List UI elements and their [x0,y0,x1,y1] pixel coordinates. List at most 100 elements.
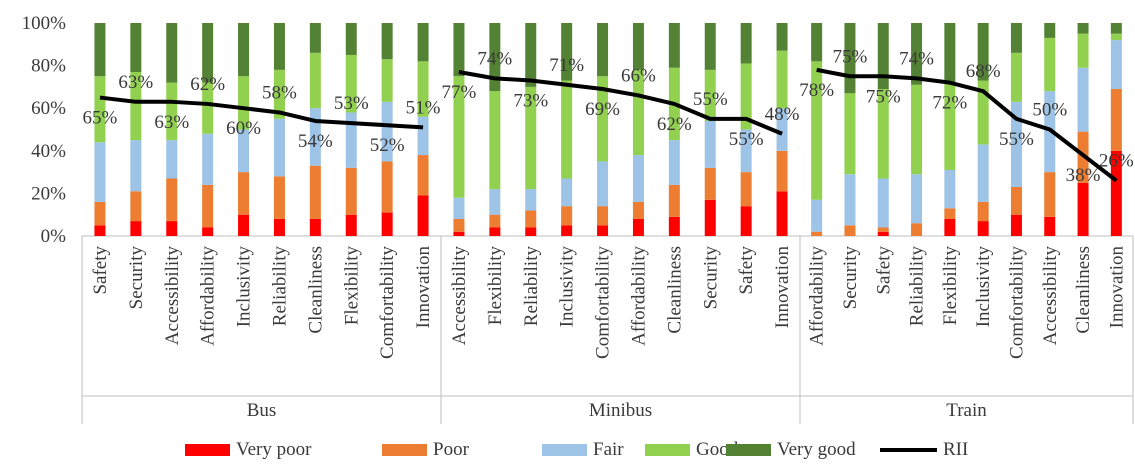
bar-segment-good [776,50,788,109]
bar-segment-fair [844,174,856,226]
rii-data-label: 78% [799,80,834,101]
bar-segment-very-good [1044,23,1056,38]
x-tick-label: Security [126,246,147,310]
bar-segment-very-poor [1010,214,1022,236]
bar-segment-fair [877,178,889,228]
bar-segment-good [632,69,644,156]
legend-swatch [542,444,587,456]
x-tick-label: Cleanliness [305,246,326,334]
bar-segment-very-good [877,23,889,90]
bar-segment-poor [1110,89,1122,151]
bar-segment-very-good [944,23,956,83]
x-tick-label: Cleanliness [1073,246,1094,334]
bar-segment-good [273,69,285,119]
bar-segment-very-good [776,23,788,51]
bar-segment-good [1010,52,1022,102]
bar-segment-fair [776,108,788,151]
bar-segment-fair [417,116,429,156]
bar-segment-poor [740,172,752,207]
bar-segment-very-good [1110,23,1122,34]
y-tick-label: 60% [31,98,66,119]
bar-segment-fair [453,197,465,219]
bar-segment-very-good [704,23,716,70]
x-tick-label: Comfortability [377,246,398,359]
bar-segment-very-good [668,23,680,68]
bar-segment-good [1110,33,1122,41]
y-tick-label: 100% [22,13,67,34]
bar-segment-very-good [977,23,989,81]
y-tick-label: 20% [31,183,66,204]
legend-swatch [382,444,427,456]
x-tick-label: Affordability [198,246,219,346]
bar-segment-fair [811,199,823,232]
legend-swatch [185,444,230,456]
bar-segment-poor [1010,187,1022,215]
bar-segment-very-good [561,23,573,81]
bar-segment-very-poor [1077,182,1089,236]
bar-segment-very-good [740,23,752,64]
bar-segment-poor [273,176,285,219]
x-tick-label: Comfortability [1006,246,1027,359]
bar-segment-very-poor [381,212,393,236]
bar-segment-poor [561,206,573,226]
bar-segment-poor [704,167,716,200]
bar-segment-fair [202,133,214,185]
bar-segment-very-poor [704,199,716,236]
x-tick-label: Inclusivity [234,246,255,328]
x-tick-label: Inclusivity [973,246,994,328]
bar-segment-very-poor [632,218,644,236]
rii-data-label: 66% [621,65,656,86]
bar-segment-very-poor [977,221,989,236]
rii-data-label: 68% [966,61,1001,82]
group-label: Minibus [589,400,652,421]
group-label: Train [946,400,987,421]
rii-data-label: 53% [334,93,369,114]
bar-segment-very-poor [345,214,357,236]
bar-segment-poor [238,172,250,215]
bar-segment-good [1077,33,1089,68]
rii-data-label: 62% [657,114,692,135]
bar-segment-poor [489,214,501,228]
bar-segment-good [453,76,465,198]
x-tick-label: Security [840,246,861,310]
x-tick-label: Affordability [628,246,649,346]
bar-segment-good [811,61,823,200]
bar-segment-good [704,69,716,121]
bar-segment-poor [309,165,321,219]
bar-segment-fair [273,118,285,177]
bar-segment-good [130,71,142,141]
rii-data-label: 48% [765,104,800,125]
rii-line [816,67,1118,183]
bar-segment-very-poor [1044,216,1056,236]
bar-segment-poor [977,201,989,222]
rii-data-label: 74% [477,48,512,69]
bar-segment-fair [740,129,752,173]
bar-segment-good [877,89,889,179]
rii-data-label: 69% [585,99,620,120]
bar-segment-very-good [94,23,106,77]
bar-segment-fair [632,155,644,202]
bar-segment-fair [597,161,609,207]
rii-data-label: 38% [1066,165,1101,186]
x-tick-label: Accessibility [449,246,470,346]
bar-segment-very-good [525,23,537,87]
bar-segment-poor [911,223,923,236]
bar-segment-good [944,82,956,170]
bar-segment-very-poor [238,214,250,236]
rii-data-label: 26% [1099,151,1134,172]
bar-segment-very-good [273,23,285,70]
bar-segment-very-poor [597,225,609,236]
y-tick-label: 0% [41,226,67,247]
rii-data-label: 63% [154,112,189,133]
rii-data-label: 55% [729,129,764,150]
bar-segment-poor [844,225,856,236]
x-tick-label: Security [700,246,721,310]
bar-segment-fair [944,169,956,209]
bar-segment-very-good [811,23,823,62]
bar-segment-poor [417,155,429,196]
bar-segment-very-poor [166,221,178,236]
bar-segment-very-good [381,23,393,60]
bar-segment-very-good [166,23,178,83]
bar-segment-very-poor [130,221,142,236]
bar-segment-poor [944,208,956,219]
